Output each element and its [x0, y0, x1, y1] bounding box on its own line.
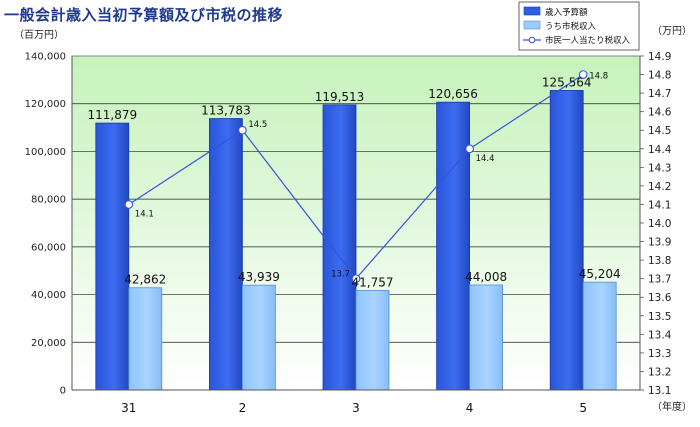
label-per-capita: 14.5	[248, 120, 267, 130]
label-budget: 120,656	[428, 87, 478, 101]
bar-budget	[436, 101, 471, 391]
y-right-tick-label: 14.2	[648, 181, 671, 193]
legend-marker-per-capita	[528, 36, 536, 44]
y-right-tick-label: 13.7	[648, 274, 671, 286]
chart-title: 一般会計歳入当初予算額及び市税の推移	[4, 6, 284, 24]
y-right-unit: （万円）	[652, 25, 692, 37]
x-tick-label: 3	[352, 401, 360, 415]
legend: 歳入予算額 うち市税収入 市民一人当たり税収入	[518, 1, 640, 51]
bar-tax	[128, 287, 163, 391]
y-right-tick-label: 14.5	[648, 125, 671, 137]
bars	[95, 90, 617, 391]
label-tax: 43,939	[238, 270, 280, 284]
x-unit: （年度）	[652, 400, 692, 413]
legend-swatch-budget	[523, 6, 541, 16]
y-right-tick-label: 13.9	[648, 237, 671, 249]
y-left-tick-label: 100,000	[25, 147, 66, 158]
legend-swatch-tax	[523, 20, 541, 30]
y-right-tick-label: 14.6	[648, 107, 672, 119]
label-budget: 125,564	[542, 75, 592, 89]
y-left-tick-label: 80,000	[31, 195, 66, 206]
legend-label-per-capita: 市民一人当たり税収入	[545, 35, 631, 46]
bar-budget	[549, 90, 584, 391]
y-left-tick-label: 120,000	[25, 99, 66, 110]
bar-budget	[322, 104, 357, 391]
y-right-tick-label: 14.0	[648, 218, 671, 230]
y-right-tick-label: 13.1	[648, 385, 671, 397]
axes: 0 20,000 40,000 60,000 80,000 100,000 120,000 1…	[25, 51, 672, 415]
legend-label-tax: うち市税収入	[545, 21, 597, 32]
y-right-tick-label: 13.4	[648, 329, 672, 341]
marker-per-capita	[578, 70, 588, 79]
marker-per-capita	[124, 200, 134, 209]
label-tax: 42,862	[124, 273, 166, 287]
y-right-tick-label: 14.1	[648, 199, 671, 211]
y-left-tick-label: 60,000	[31, 242, 66, 253]
label-per-capita: 14.4	[476, 154, 495, 164]
x-tick-label: 5	[579, 401, 587, 415]
bar-tax	[582, 281, 617, 391]
label-per-capita: 14.8	[589, 72, 608, 82]
y-right-tick-label: 13.5	[648, 311, 671, 323]
y-right-tick-label: 14.3	[648, 162, 671, 174]
bar-budget	[95, 122, 130, 391]
label-budget: 119,513	[315, 90, 365, 104]
line-series	[124, 70, 588, 284]
y-right-tick-label: 13.6	[648, 292, 672, 304]
y-right-tick-label: 13.8	[648, 255, 671, 267]
label-tax: 45,204	[579, 267, 621, 281]
y-right-tick-label: 13.2	[648, 366, 671, 378]
y-right-tick-label: 14.8	[648, 70, 671, 82]
y-right-tick-label: 13.3	[648, 348, 671, 360]
y-right-tick-label: 14.4	[648, 144, 672, 156]
label-tax: 44,008	[465, 270, 507, 284]
bar-tax	[355, 289, 390, 391]
data-labels: 111,87942,862113,78343,939119,51341,7571…	[87, 72, 620, 290]
marker-per-capita	[351, 274, 361, 284]
x-tick-label: 31	[121, 401, 136, 415]
label-tax: 41,757	[352, 275, 394, 289]
marker-per-capita	[465, 144, 474, 154]
y-right-tick-label: 14.9	[648, 51, 671, 63]
y-right-tick-label: 14.7	[648, 88, 671, 100]
y-left-tick-label: 0	[60, 386, 66, 397]
y-left-tick-label: 140,000	[25, 52, 66, 63]
x-tick-label: 2	[239, 401, 247, 415]
y-left-tick-label: 20,000	[31, 338, 66, 349]
label-per-capita: 14.1	[135, 209, 154, 219]
label-budget: 111,879	[87, 108, 137, 122]
bar-budget	[208, 118, 243, 391]
label-budget: 113,783	[201, 104, 251, 118]
y-left-unit: （百万円）	[14, 29, 64, 41]
label-per-capita: 13.7	[331, 270, 350, 280]
y-left-tick-label: 40,000	[31, 290, 66, 301]
legend-label-budget: 歳入予算額	[545, 7, 588, 18]
bar-tax	[241, 284, 276, 391]
marker-per-capita	[238, 125, 247, 135]
bar-tax	[469, 284, 504, 391]
x-tick-label: 4	[466, 401, 474, 415]
